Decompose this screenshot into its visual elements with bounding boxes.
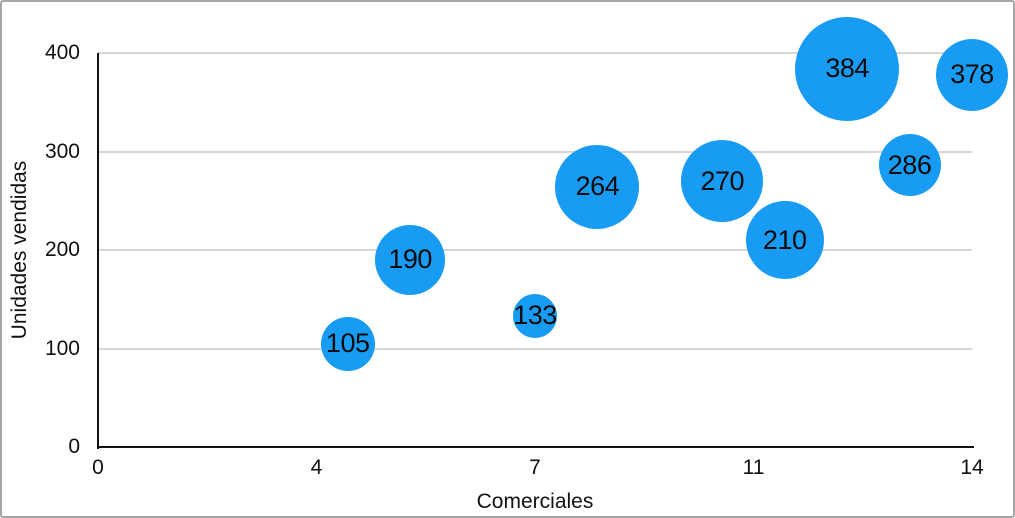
x-tick-label: 7: [529, 456, 541, 479]
y-tick-label: 400: [44, 41, 80, 64]
bubble[interactable]: 133: [513, 293, 557, 338]
bubble-label: 264: [575, 171, 620, 202]
bubble-label: 378: [950, 59, 994, 90]
bubble[interactable]: 105: [320, 316, 375, 371]
bubble-label: 190: [388, 244, 432, 275]
bubble[interactable]: 270: [681, 140, 764, 223]
x-axis-title: Comerciales: [476, 490, 594, 513]
bubble-label: 286: [887, 149, 932, 180]
bubble-label: 133: [513, 300, 557, 331]
y-tick-label: 100: [44, 336, 80, 360]
bubble[interactable]: 384: [795, 16, 900, 121]
bubble[interactable]: 210: [745, 201, 824, 280]
x-axis-line: [97, 446, 974, 448]
x-tick-label: 14: [960, 456, 984, 479]
bubble-label: 210: [762, 224, 807, 255]
gridline: [98, 52, 972, 54]
x-tick-label: 11: [742, 456, 765, 479]
y-tick-label: 0: [68, 435, 80, 458]
y-axis-line: [97, 53, 99, 449]
gridline: [98, 347, 972, 350]
bubble-label: 384: [825, 53, 869, 84]
bubble[interactable]: 286: [878, 134, 941, 197]
gridline: [98, 249, 972, 251]
bubble-label: 270: [700, 165, 745, 196]
y-tick-label: 200: [44, 238, 80, 261]
bubble[interactable]: 378: [936, 38, 1008, 111]
x-tick-label: 4: [310, 456, 323, 479]
y-tick-label: 300: [44, 139, 80, 163]
gridline: [98, 150, 972, 153]
bubble-label: 105: [325, 328, 370, 359]
bubble[interactable]: 264: [555, 144, 640, 229]
x-tick-label: 0: [92, 456, 104, 479]
bubble[interactable]: 190: [375, 224, 446, 295]
